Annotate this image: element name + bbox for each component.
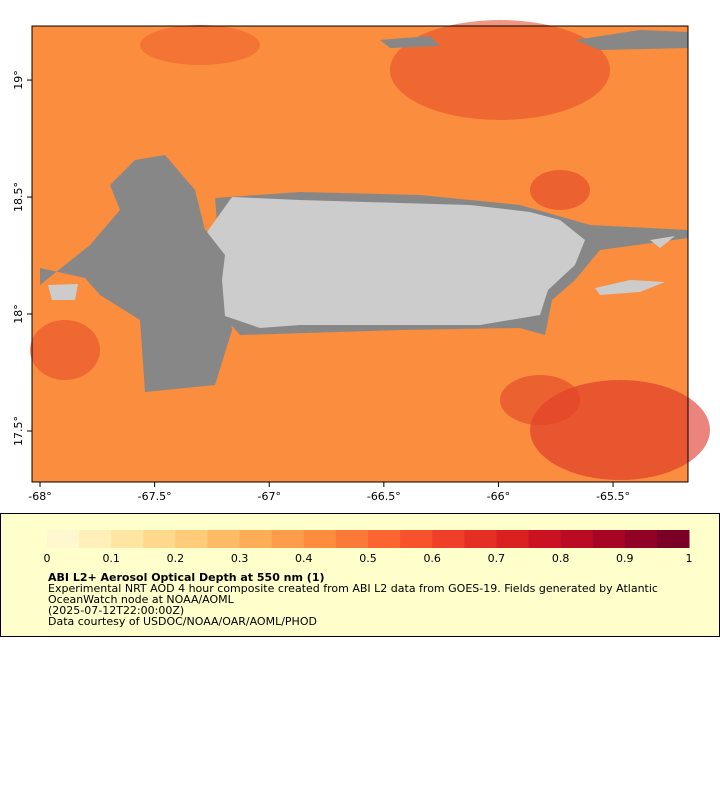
colorbar-tick-label: 0.3 (231, 552, 249, 565)
no-data (380, 36, 440, 48)
colorbar-segment (400, 530, 433, 548)
colorbar-segment (624, 530, 658, 548)
caption-line: Experimental NRT AOD 4 hour composite cr… (48, 582, 658, 595)
colorbar-segment (496, 530, 529, 548)
colorbar: 0 0.1 0.2 0.3 0.4 0.5 0.6 0.7 0.8 0.9 1 (44, 530, 693, 565)
land (650, 236, 675, 248)
colorbar-segment (303, 530, 337, 548)
lat-tick-label: 17.5° (12, 416, 25, 446)
aod-patch (30, 320, 100, 380)
colorbar-tick-label: 0.4 (295, 552, 313, 565)
colorbar-segment (368, 530, 401, 548)
map-axes: -68° -67.5° -67° -66.5° -66° -65.5° 17.5° 18° 18… (12, 70, 630, 503)
colorbar-tick-label: 0.5 (359, 552, 377, 565)
colorbar-segment (432, 530, 465, 548)
aod-patch (390, 20, 610, 120)
caption-line: (2025-07-12T22:00:00Z) (48, 604, 184, 617)
colorbar-segment (271, 530, 305, 548)
caption-line: OceanWatch node at NOAA/AOML (48, 593, 235, 606)
caption-line: Data courtesy of USDOC/NOAA/OAR/AOML/PHO… (48, 615, 317, 628)
land (595, 280, 665, 295)
colorbar-tick-label: 0.9 (616, 552, 634, 565)
colorbar-segment (528, 530, 562, 548)
colorbar-segment (207, 530, 241, 548)
colorbar-segment (335, 530, 369, 548)
map-frame (31, 25, 689, 483)
colorbar-segment (592, 530, 626, 548)
lon-tick-label: -67° (257, 490, 280, 503)
lat-tick-label: 18° (12, 304, 25, 324)
caption: Experimental NRT AOD 4 hour composite cr… (48, 582, 658, 628)
colorbar-segment (464, 530, 497, 548)
no-data (40, 155, 232, 392)
land (48, 284, 78, 300)
map (30, 20, 710, 483)
colorbar-segment (79, 530, 112, 548)
colorbar-segment (47, 530, 80, 548)
colorbar-tick-label: 0.1 (102, 552, 120, 565)
colorbar-segment (111, 530, 144, 548)
colorbar-tick-label: 1 (686, 552, 693, 565)
colorbar-segment (175, 530, 208, 548)
lon-tick-label: -65.5° (596, 490, 630, 503)
colorbar-tick-label: 0 (44, 552, 51, 565)
lat-tick-label: 19° (12, 70, 25, 90)
colorbar-tick-label: 0.2 (167, 552, 185, 565)
lon-tick-label: -68° (28, 490, 51, 503)
colorbar-tick-label: 0.7 (488, 552, 506, 565)
colorbar-segment (143, 530, 176, 548)
lon-tick-label: -66° (487, 490, 510, 503)
no-data (575, 30, 688, 50)
aod-patch (140, 25, 260, 65)
caption-title: ABI L2+ Aerosol Optical Depth at 550 nm … (48, 571, 325, 584)
colorbar-segment (239, 530, 273, 548)
lon-tick-label: -67.5° (138, 490, 172, 503)
colorbar-tick-label: 0.8 (552, 552, 570, 565)
lon-tick-label: -66.5° (367, 490, 401, 503)
colorbar-tick-label: 0.6 (423, 552, 441, 565)
lat-tick-label: 18.5° (12, 182, 25, 212)
aod-patch (530, 170, 590, 210)
colorbar-segment (656, 530, 690, 548)
aod-patch (500, 375, 580, 425)
land (207, 197, 585, 328)
colorbar-segment (560, 530, 594, 548)
